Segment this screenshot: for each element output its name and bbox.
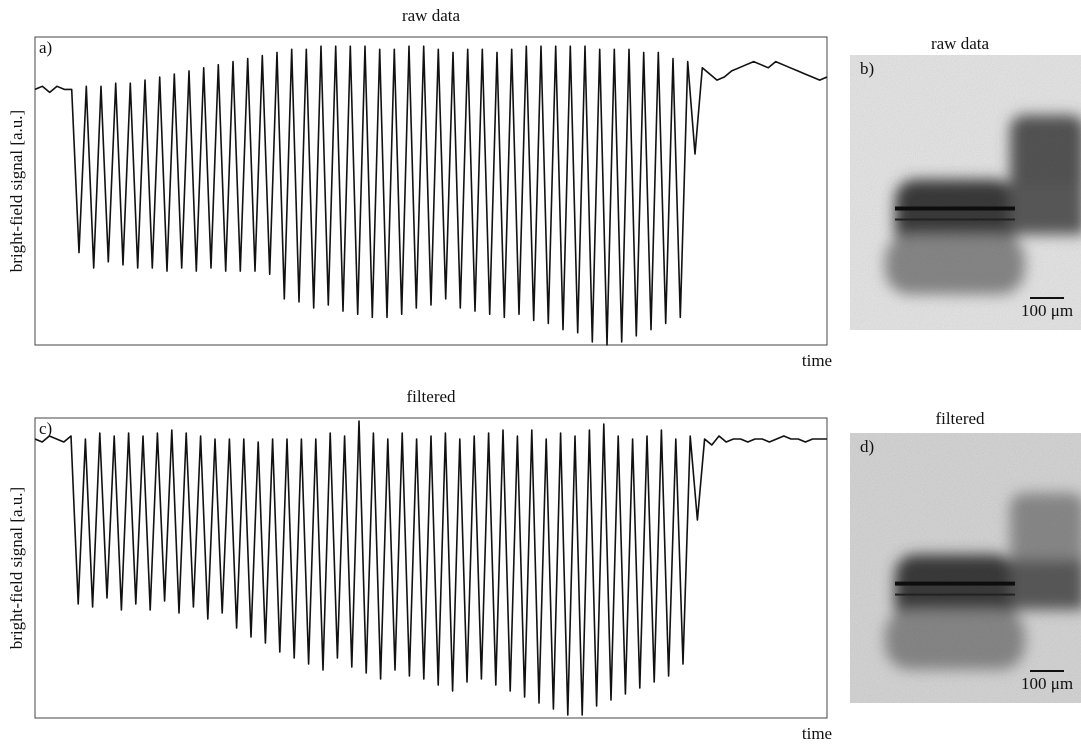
channel-line [895, 206, 1015, 211]
cell-right [1010, 184, 1081, 235]
panel-label: c) [39, 419, 52, 438]
channel-line [895, 593, 1015, 596]
plot-frame [34, 417, 828, 719]
signal-trace [34, 45, 828, 346]
plot-frame [34, 36, 828, 346]
scale-bar-label: 100 μm [1021, 301, 1073, 320]
y-axis-label: bright-field signal [a.u.] [7, 110, 26, 272]
image-title: raw data [931, 34, 990, 53]
chart-title: raw data [402, 6, 461, 25]
panel-label: a) [39, 38, 52, 57]
cell-right [1010, 559, 1081, 610]
y-axis-label: bright-field signal [a.u.] [7, 487, 26, 649]
cell-shadow [885, 609, 1025, 670]
image-content [850, 55, 1081, 330]
x-axis-label: time [802, 351, 832, 370]
panel-label: d) [860, 437, 874, 456]
signal-trace [34, 420, 827, 716]
microscope-image [850, 433, 1081, 703]
image-blobs [885, 115, 1081, 295]
panel-label: b) [860, 59, 874, 78]
image-blobs [885, 493, 1081, 670]
cell-shadow [885, 234, 1025, 295]
scale-bar-label: 100 μm [1021, 674, 1073, 693]
channel-line [895, 218, 1015, 221]
channel-line [895, 581, 1015, 586]
chart-title: filtered [406, 387, 456, 406]
image-title: filtered [935, 409, 985, 428]
image-content [850, 433, 1081, 703]
microscope-image [850, 55, 1081, 330]
x-axis-label: time [802, 724, 832, 743]
